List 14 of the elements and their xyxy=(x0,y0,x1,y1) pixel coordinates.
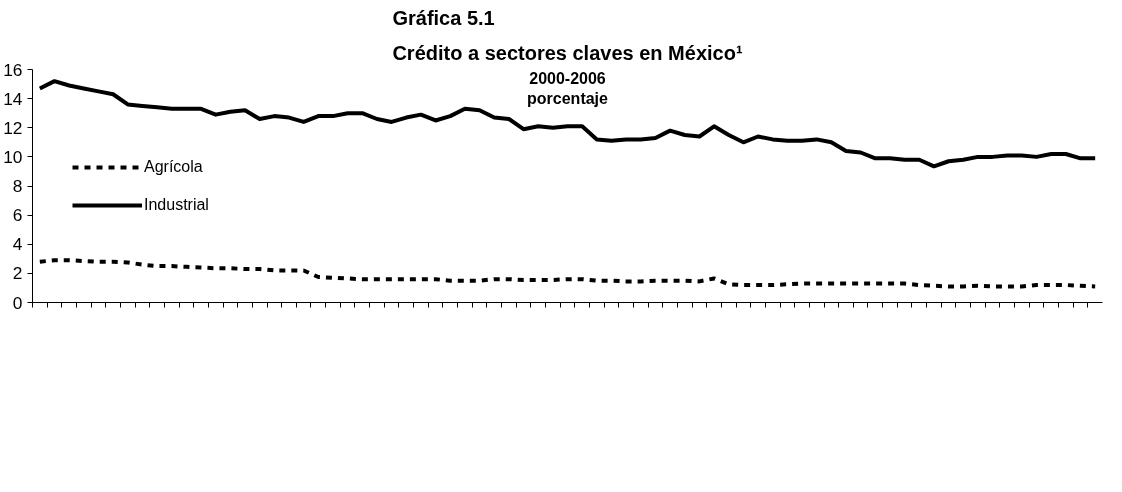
y-tick-label: 4 xyxy=(12,234,23,255)
line-series xyxy=(37,258,1098,289)
y-tick-label: 6 xyxy=(12,205,23,226)
y-tick-label: 10 xyxy=(3,146,23,167)
y-tick-label: 12 xyxy=(3,117,23,138)
legend-label: Industrial xyxy=(144,195,209,214)
y-tick-label: 0 xyxy=(12,292,23,313)
chart-title: Gráfica 5.1 Crédito a sectores claves en México¹ xyxy=(392,7,743,65)
y-tick-label: 8 xyxy=(12,176,23,196)
y-tick-label: 2 xyxy=(12,263,23,284)
y-tick-label: 16 xyxy=(3,59,23,80)
y-tick-label: 14 xyxy=(3,88,23,109)
legend-label: Agrícola xyxy=(144,157,203,176)
text: 2000-2006 porcentaje xyxy=(527,69,609,107)
